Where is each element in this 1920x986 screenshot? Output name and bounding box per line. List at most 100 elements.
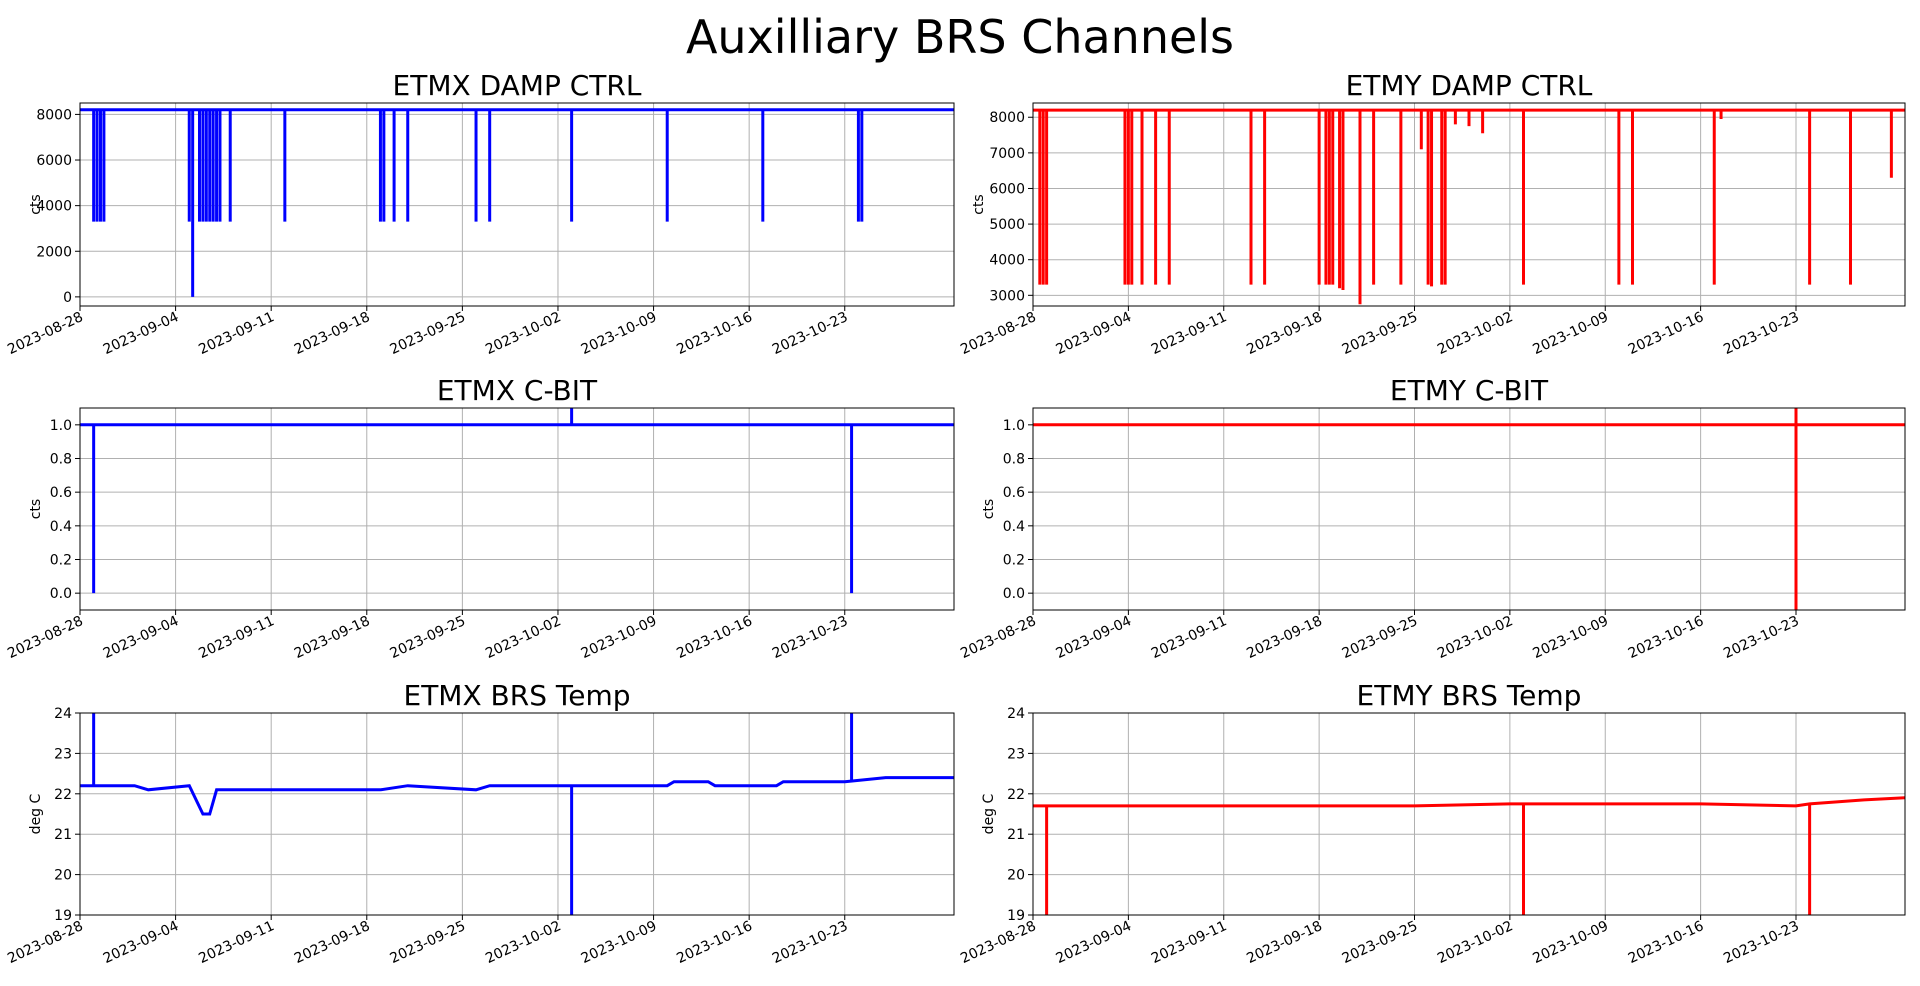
y-tick-label: 19 [1007,908,1025,924]
chart-title: ETMX BRS Temp [404,679,631,712]
chart-panel-4: 0.0 0.2 0.4 0.6 0.8 1.0 2023-08-28 2023-09-04 20… [958,374,1906,662]
y-tick-label: 6000 [36,153,72,169]
x-tick-label: 2023-10-23 [770,918,851,967]
axes-frame [79,102,955,307]
y-tick-label: 4000 [989,253,1025,269]
x-tick-label: 2023-10-09 [579,309,660,358]
x-tick-label: 2023-09-04 [1054,613,1135,662]
y-tick-label: 21 [54,827,72,843]
x-tick-label: 2023-09-11 [196,613,277,662]
y-tick-label: 23 [54,746,72,762]
y-axis-label: cts [971,194,987,214]
y-tick-label: 3000 [989,288,1025,304]
x-tick-label: 2023-10-02 [483,613,564,662]
y-tick-label: 7000 [989,146,1025,162]
x-tick-label: 2023-09-25 [388,309,469,358]
x-tick-label: 2023-10-23 [1721,613,1802,662]
x-tick-label: 2023-10-09 [1530,613,1611,662]
x-tick-label: 2023-08-28 [958,613,1039,662]
y-tick-label: 19 [54,908,72,924]
x-tick-label: 2023-09-11 [196,918,277,967]
y-axis-label: deg C [28,793,44,834]
y-tick-label: 0.4 [50,519,72,535]
x-tick-label: 2023-10-02 [1435,918,1516,967]
series-group [1033,796,1905,915]
x-tick-label: 2023-10-09 [579,918,660,967]
x-tick-label: 2023-10-02 [483,918,564,967]
x-tick-label: 2023-09-18 [1244,309,1325,358]
y-tick-label: 1.0 [50,418,72,434]
axes-frame [1032,407,1906,611]
y-tick-label: 2000 [36,244,72,260]
x-tick-label: 2023-10-16 [674,309,755,358]
x-tick-label: 2023-09-25 [388,613,469,662]
axes-frame [79,407,955,611]
x-tick-label: 2023-08-28 [5,613,86,662]
x-tick-label: 2023-09-25 [388,918,469,967]
axes-frame [79,712,955,916]
y-tick-label: 0.2 [50,553,72,569]
x-tick-label: 2023-09-11 [1149,309,1230,358]
x-tick-label: 2023-09-04 [101,309,182,358]
series-line [80,776,954,816]
x-tick-label: 2023-09-18 [292,613,373,662]
x-tick-label: 2023-10-02 [1435,613,1516,662]
y-tick-label: 20 [1007,868,1025,884]
x-tick-label: 2023-10-16 [1626,613,1707,662]
y-tick-label: 24 [54,706,72,722]
axes-frame [1032,712,1906,916]
x-tick-label: 2023-09-11 [1149,918,1230,967]
y-tick-label: 8000 [989,110,1025,126]
y-tick-label: 23 [1007,746,1025,762]
chart-panel-2: 3000 4000 5000 6000 7000 8000 2023-08-28 2023-0… [958,69,1906,358]
x-tick-label: 2023-09-18 [1244,918,1325,967]
x-tick-label: 2023-10-09 [1530,918,1611,967]
x-tick-label: 2023-10-16 [1626,309,1707,358]
chart-title: ETMY C-BIT [1390,374,1549,407]
x-tick-label: 2023-10-09 [579,613,660,662]
x-tick-label: 2023-09-25 [1340,309,1421,358]
x-tick-label: 2023-09-25 [1340,918,1421,967]
x-tick-label: 2023-10-09 [1530,309,1611,358]
x-tick-label: 2023-10-16 [674,613,755,662]
y-axis-label: cts [28,499,44,519]
axes-frame [1032,102,1906,307]
x-tick-label: 2023-08-28 [5,309,86,358]
y-axis-label: cts [28,194,44,214]
chart-panel-6: 19 20 21 22 23 24 2023-08-28 2023-09-04 2023-09-… [958,679,1906,967]
figure-title: Auxilliary BRS Channels [685,10,1235,64]
chart-title: ETMX DAMP CTRL [393,69,642,102]
y-axis-label: cts [981,499,997,519]
series-group [1033,108,1905,305]
x-tick-label: 2023-09-04 [101,918,182,967]
y-tick-label: 5000 [989,217,1025,233]
y-tick-label: 24 [1007,706,1025,722]
x-tick-label: 2023-08-28 [958,918,1039,967]
chart-title: ETMY DAMP CTRL [1346,69,1593,102]
x-tick-label: 2023-09-25 [1340,613,1421,662]
x-tick-label: 2023-10-02 [483,309,564,358]
y-tick-label: 1.0 [1003,418,1025,434]
x-tick-label: 2023-10-23 [770,309,851,358]
y-tick-label: 0.8 [50,452,72,468]
chart-panel-3: 0.0 0.2 0.4 0.6 0.8 1.0 2023-08-28 2023-09-04 20… [5,374,955,662]
x-tick-label: 2023-09-11 [196,309,277,358]
chart-panel-1: 0 2000 4000 6000 8000 2023-08-28 2023-09-04 202… [5,69,955,358]
y-tick-label: 8000 [36,107,72,123]
x-tick-label: 2023-09-04 [1054,309,1135,358]
y-tick-label: 0.6 [1003,485,1025,501]
series-group [80,408,954,594]
y-tick-label: 0.4 [1003,519,1025,535]
y-tick-label: 0.0 [50,586,72,602]
x-tick-label: 2023-10-16 [1626,918,1707,967]
series-group [80,108,954,297]
y-tick-label: 22 [1007,787,1025,803]
y-tick-label: 21 [1007,827,1025,843]
y-tick-label: 0 [63,290,72,306]
x-tick-label: 2023-10-16 [674,918,755,967]
x-tick-label: 2023-10-23 [770,613,851,662]
series-group [1033,408,1905,610]
x-tick-label: 2023-10-23 [1721,309,1802,358]
